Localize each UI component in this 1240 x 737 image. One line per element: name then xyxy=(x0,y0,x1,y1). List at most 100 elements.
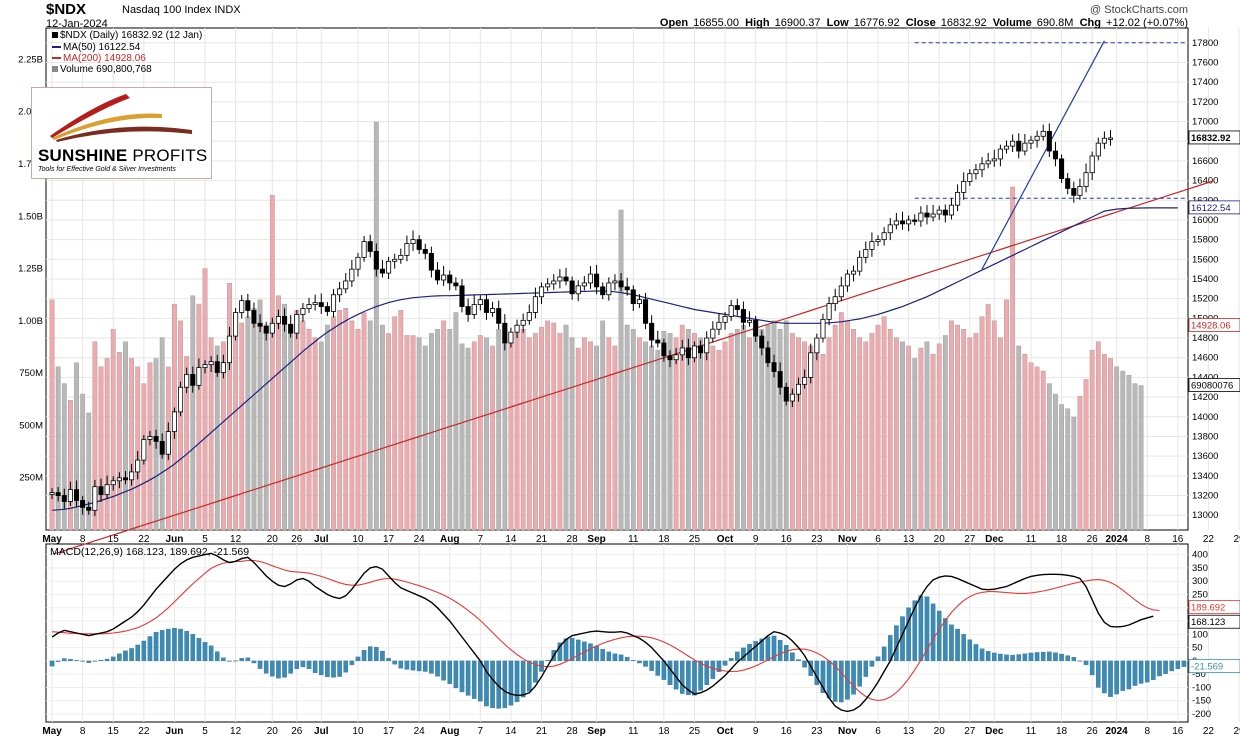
price-x-tick-label: 16 xyxy=(781,534,793,545)
candle-body xyxy=(508,331,514,344)
macd-x-tick-label: 14 xyxy=(505,726,517,737)
volume-bar xyxy=(814,349,820,531)
price-x-tick-label: 25 xyxy=(689,534,701,545)
volume-bar xyxy=(918,347,924,531)
candle-body xyxy=(1107,137,1114,140)
candle-body xyxy=(477,299,483,305)
candle-body xyxy=(129,471,135,481)
candle-body xyxy=(538,286,545,298)
volume-bar xyxy=(612,345,618,531)
volume-bar xyxy=(551,322,557,531)
candle-body xyxy=(636,299,642,305)
volume-label: Volume xyxy=(992,17,1032,29)
candle-body xyxy=(1003,145,1010,150)
volume-bar xyxy=(875,324,881,531)
macd-right-value-label: 168.123 xyxy=(1191,617,1225,628)
macd-histogram-bar xyxy=(380,650,385,662)
price-x-tick-label: 10 xyxy=(352,534,364,545)
price-x-tick-label: 17 xyxy=(383,534,395,545)
volume-bar xyxy=(196,303,202,531)
stockcharts-credit[interactable]: @ StockCharts.com xyxy=(1090,4,1188,16)
price-x-tick-label: 18 xyxy=(658,534,670,545)
ma50-line xyxy=(52,207,1178,511)
macd-histogram-bar xyxy=(857,660,862,687)
candle-body xyxy=(838,285,844,298)
macd-histogram-bar xyxy=(465,660,471,696)
macd-histogram-bar xyxy=(735,651,740,662)
volume-bar xyxy=(459,343,465,531)
macd-x-tick-label: Aug xyxy=(440,726,459,737)
macd-histogram-bar xyxy=(728,658,734,662)
candle-body xyxy=(710,328,716,339)
macd-histogram-bar xyxy=(575,639,581,662)
macd-histogram-bar xyxy=(924,596,930,662)
macd-right-value-label: 189.692 xyxy=(1191,602,1225,613)
macd-histogram-bar xyxy=(435,660,440,677)
macd-histogram-bar xyxy=(973,644,979,662)
macd-histogram-bar xyxy=(318,660,324,676)
macd-y-tick-label: -50 xyxy=(1192,669,1206,680)
volume-bar xyxy=(961,329,967,531)
macd-histogram-bar xyxy=(698,660,703,691)
volume-bar xyxy=(685,329,691,531)
macd-histogram-bar xyxy=(545,660,550,662)
macd-histogram-bar xyxy=(221,657,226,662)
macd-histogram-bar xyxy=(129,648,134,662)
macd-histogram-bar xyxy=(227,660,232,662)
volume-bar xyxy=(753,333,759,531)
low-label: Low xyxy=(826,17,849,29)
macd-histogram-bar xyxy=(710,660,716,679)
volume-bar xyxy=(324,324,330,531)
macd-x-tick-label: 2024 xyxy=(1106,726,1129,737)
ma200-line xyxy=(51,180,1215,556)
macd-y-tick-label: 100 xyxy=(1192,629,1208,640)
macd-x-tick-label: 15 xyxy=(108,726,120,737)
macd-histogram-bar xyxy=(86,660,92,663)
candle-body xyxy=(679,347,685,356)
price-y-tick-label: 14800 xyxy=(1192,333,1218,344)
volume-bar xyxy=(930,354,936,531)
candle-body xyxy=(557,276,563,282)
volume-bar xyxy=(1095,341,1101,531)
legend-ma200: MA(200) 14928.06 xyxy=(52,53,146,64)
volume-bar xyxy=(557,333,563,531)
candle-body xyxy=(226,335,233,364)
candle-body xyxy=(1089,155,1095,174)
candle-body xyxy=(220,362,226,373)
price-y-tick-label: 16400 xyxy=(1192,176,1218,187)
price-x-tick-label: 18 xyxy=(1056,534,1068,545)
candle-body xyxy=(239,300,245,313)
volume-bar xyxy=(655,349,661,531)
macd-histogram-bar xyxy=(704,660,710,685)
volume-bar xyxy=(893,337,899,531)
candle-body xyxy=(1040,130,1046,137)
macd-histogram-bar xyxy=(832,660,838,702)
volume-bar xyxy=(942,335,948,531)
low-value: 16776.92 xyxy=(853,17,900,29)
logo-swoosh-icon xyxy=(50,94,192,142)
macd-histogram-bar xyxy=(851,660,856,695)
macd-histogram-bar xyxy=(1010,654,1015,662)
macd-histogram-bar xyxy=(276,660,281,679)
candle-body xyxy=(263,325,269,334)
macd-histogram-bar xyxy=(1108,660,1113,697)
sunshine-profits-logo: SUNSHINE PROFITS Tools for Effective Gol… xyxy=(31,87,212,179)
macd-histogram-bar xyxy=(202,642,208,662)
legend-volume-text: Volume 690,800,768 xyxy=(60,64,152,75)
candle-body xyxy=(55,492,61,496)
volume-bar xyxy=(924,341,930,531)
macd-x-tick-label: 16 xyxy=(1172,726,1184,737)
price-y-tick-label: 15400 xyxy=(1192,274,1218,285)
candle-body xyxy=(875,239,881,242)
macd-histogram-bar xyxy=(1071,657,1077,662)
candle-body xyxy=(312,302,318,305)
macd-histogram-bar xyxy=(637,660,642,664)
right-value-label: 16122.54 xyxy=(1191,203,1231,214)
price-y-tick-label: 15800 xyxy=(1192,235,1218,246)
macd-x-tick-label: 17 xyxy=(383,726,395,737)
volume-bar xyxy=(92,341,98,531)
volume-bar xyxy=(759,329,765,531)
volume-bar xyxy=(294,310,300,531)
volume-bar xyxy=(539,326,544,531)
macd-histogram-bar xyxy=(459,660,465,693)
